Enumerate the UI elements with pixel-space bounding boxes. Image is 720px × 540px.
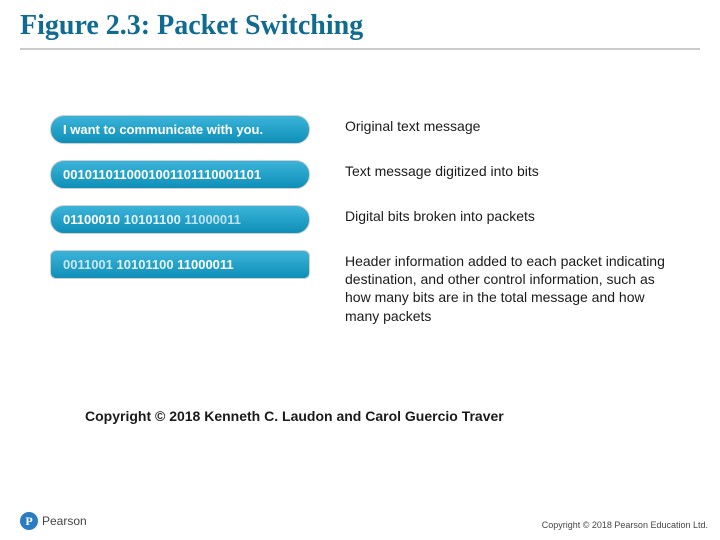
pill-segment: 10101100 bbox=[117, 257, 178, 272]
slide-title: Figure 2.3: Packet Switching bbox=[20, 10, 363, 42]
content-area: I want to communicate with you. Original… bbox=[50, 115, 670, 341]
row-digitized: 0010110110001001101110001101 Text messag… bbox=[50, 160, 670, 189]
pill-packets: 01100010 10101100 11000011 bbox=[50, 205, 310, 234]
pill-col: 0010110110001001101110001101 bbox=[50, 160, 325, 189]
title-underline bbox=[20, 48, 700, 50]
pill-col: 0011001 10101100 11000011 bbox=[50, 250, 325, 279]
row-packets: 01100010 10101100 11000011 Digital bits … bbox=[50, 205, 670, 234]
pearson-mark-icon: P bbox=[20, 512, 38, 530]
pill-segment: 0011001 bbox=[63, 257, 117, 272]
row-original: I want to communicate with you. Original… bbox=[50, 115, 670, 144]
pill-original-text: I want to communicate with you. bbox=[50, 115, 310, 144]
pill-segment: 11000011 bbox=[184, 212, 240, 227]
desc-header-info: Header information added to each packet … bbox=[325, 250, 670, 325]
figure-copyright: Copyright © 2018 Kenneth C. Laudon and C… bbox=[85, 408, 504, 424]
pill-segment: I want to communicate with you. bbox=[63, 122, 263, 137]
pill-col: I want to communicate with you. bbox=[50, 115, 325, 144]
pill-header-info: 0011001 10101100 11000011 bbox=[50, 250, 310, 279]
pill-col: 01100010 10101100 11000011 bbox=[50, 205, 325, 234]
slide: Figure 2.3: Packet Switching I want to c… bbox=[0, 0, 720, 540]
footer-copyright: Copyright © 2018 Pearson Education Ltd. bbox=[542, 520, 708, 530]
pill-digitized-bits: 0010110110001001101110001101 bbox=[50, 160, 310, 189]
pill-segment: 0010110110001001101110001101 bbox=[63, 167, 261, 182]
desc-packets: Digital bits broken into packets bbox=[325, 205, 670, 225]
pill-segment: 11000011 bbox=[177, 257, 233, 272]
row-header-info: 0011001 10101100 11000011 Header informa… bbox=[50, 250, 670, 325]
pearson-label: Pearson bbox=[42, 514, 87, 528]
desc-digitized: Text message digitized into bits bbox=[325, 160, 670, 180]
pill-segment: 01100010 bbox=[63, 212, 124, 227]
pill-segment: 10101100 bbox=[124, 212, 185, 227]
desc-original: Original text message bbox=[325, 115, 670, 135]
pearson-logo: P Pearson bbox=[20, 512, 87, 530]
